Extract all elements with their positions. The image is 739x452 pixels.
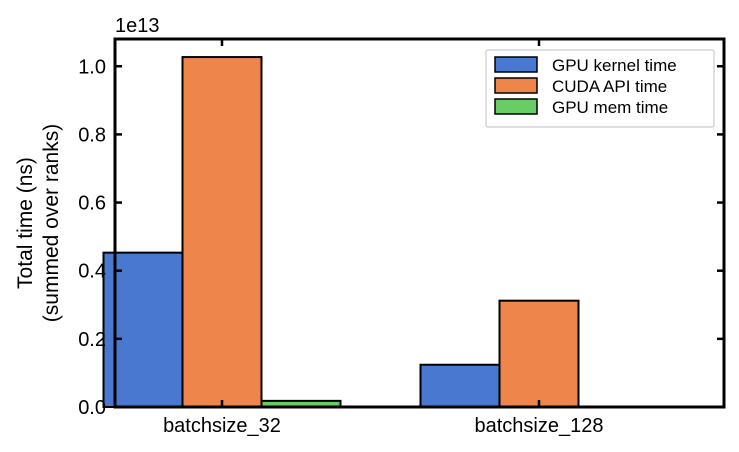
y-tick-label: 0.4	[78, 261, 106, 283]
y-tick-label: 0.0	[78, 397, 106, 419]
bar-gpu-kernel-time-batchsize_128	[419, 363, 501, 408]
legend-label-gpu-kernel-time: GPU kernel time	[552, 56, 677, 75]
x-axis-ticks: batchsize_32 batchsize_128	[163, 39, 603, 437]
bar-cuda-api-time-batchsize_128	[498, 299, 580, 409]
y-tick-label: 0.2	[78, 329, 106, 351]
legend-swatch-gpu-mem-time	[494, 98, 538, 115]
y-axis-label-line1: Total time (ns)	[14, 157, 37, 289]
y-tick-label: 0.6	[78, 193, 106, 215]
legend-swatch-cuda-api-time	[494, 77, 538, 94]
bar-gpu-kernel-time-batchsize_32	[102, 251, 184, 408]
y-offset-label: 1e13	[115, 15, 160, 37]
bar-cuda-api-time-batchsize_32	[181, 56, 263, 408]
legend-box	[485, 49, 715, 128]
bars-layer	[102, 56, 580, 409]
legend-label-cuda-api-time: CUDA API time	[552, 77, 667, 96]
legend: GPU kernel time CUDA API time GPU mem time	[485, 49, 715, 128]
legend-label-gpu-mem-time: GPU mem time	[552, 98, 668, 117]
plot-frame	[113, 37, 726, 409]
y-axis-label-line2: (summed over ranks)	[40, 124, 63, 322]
y-tick-label: 1.0	[78, 56, 106, 78]
y-tick-label: 0.8	[78, 124, 106, 146]
x-tick-label-batchsize_128: batchsize_128	[475, 415, 604, 437]
legend-swatch-gpu-kernel-time	[494, 56, 538, 73]
x-tick-label-batchsize_32: batchsize_32	[163, 415, 281, 437]
